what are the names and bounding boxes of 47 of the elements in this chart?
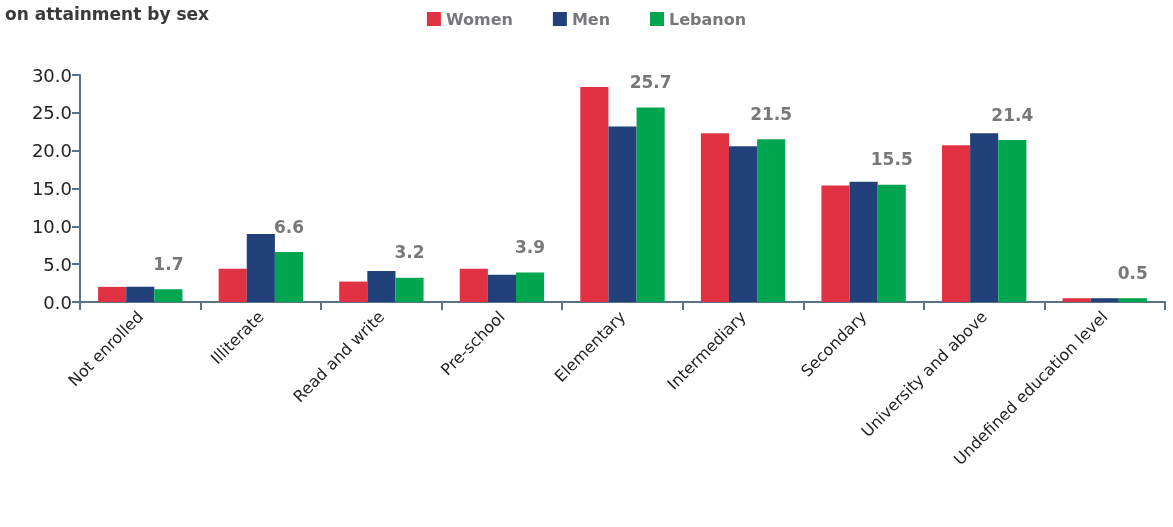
data-label: 6.6: [273, 216, 305, 237]
bar: [154, 289, 183, 302]
bar: [246, 233, 275, 302]
data-label: 3.2: [394, 242, 425, 263]
bar: [877, 184, 906, 302]
data-label: 21.4: [991, 104, 1034, 125]
bar: [757, 139, 786, 302]
bar: [1118, 298, 1147, 302]
y-tick-label: 20.0: [31, 140, 72, 162]
y-tick-label: 30.0: [31, 64, 72, 86]
bar: [218, 268, 247, 302]
y-tick-label: 5.0: [43, 253, 72, 275]
bar: [941, 145, 971, 302]
bar: [339, 281, 368, 302]
y-tick-label: 10.0: [31, 215, 72, 237]
bar: [998, 140, 1027, 302]
bar: [1062, 298, 1091, 302]
bar: [367, 270, 396, 302]
chart-title: on attainment by sex: [5, 3, 210, 24]
data-label: 25.7: [629, 72, 672, 93]
y-tick-label: 15.0: [31, 178, 72, 199]
data-label: 1.7: [153, 253, 184, 274]
y-tick-label: 0.0: [43, 291, 72, 313]
bar: [608, 126, 637, 302]
legend-label: Men: [571, 9, 611, 29]
bar: [849, 181, 878, 302]
bar: [700, 133, 729, 302]
bar: [98, 286, 127, 302]
bar: [516, 272, 545, 302]
bar: [1090, 298, 1119, 302]
legend-label: Lebanon: [669, 9, 747, 29]
bar: [126, 286, 155, 302]
y-tick-label: 25.0: [31, 102, 72, 124]
bar: [970, 133, 999, 302]
bar: [580, 87, 609, 302]
bar: [636, 107, 665, 302]
legend-label: Women: [445, 9, 513, 29]
data-label: 21.5: [750, 103, 793, 124]
data-label: 15.5: [870, 149, 913, 170]
data-label: 3.9: [515, 236, 546, 257]
bar: [487, 274, 517, 302]
bar: [728, 146, 758, 302]
bar: [459, 268, 488, 302]
bar: [395, 277, 424, 302]
data-label: 0.5: [1117, 262, 1148, 283]
bar: [274, 252, 304, 302]
bar: [821, 185, 850, 302]
